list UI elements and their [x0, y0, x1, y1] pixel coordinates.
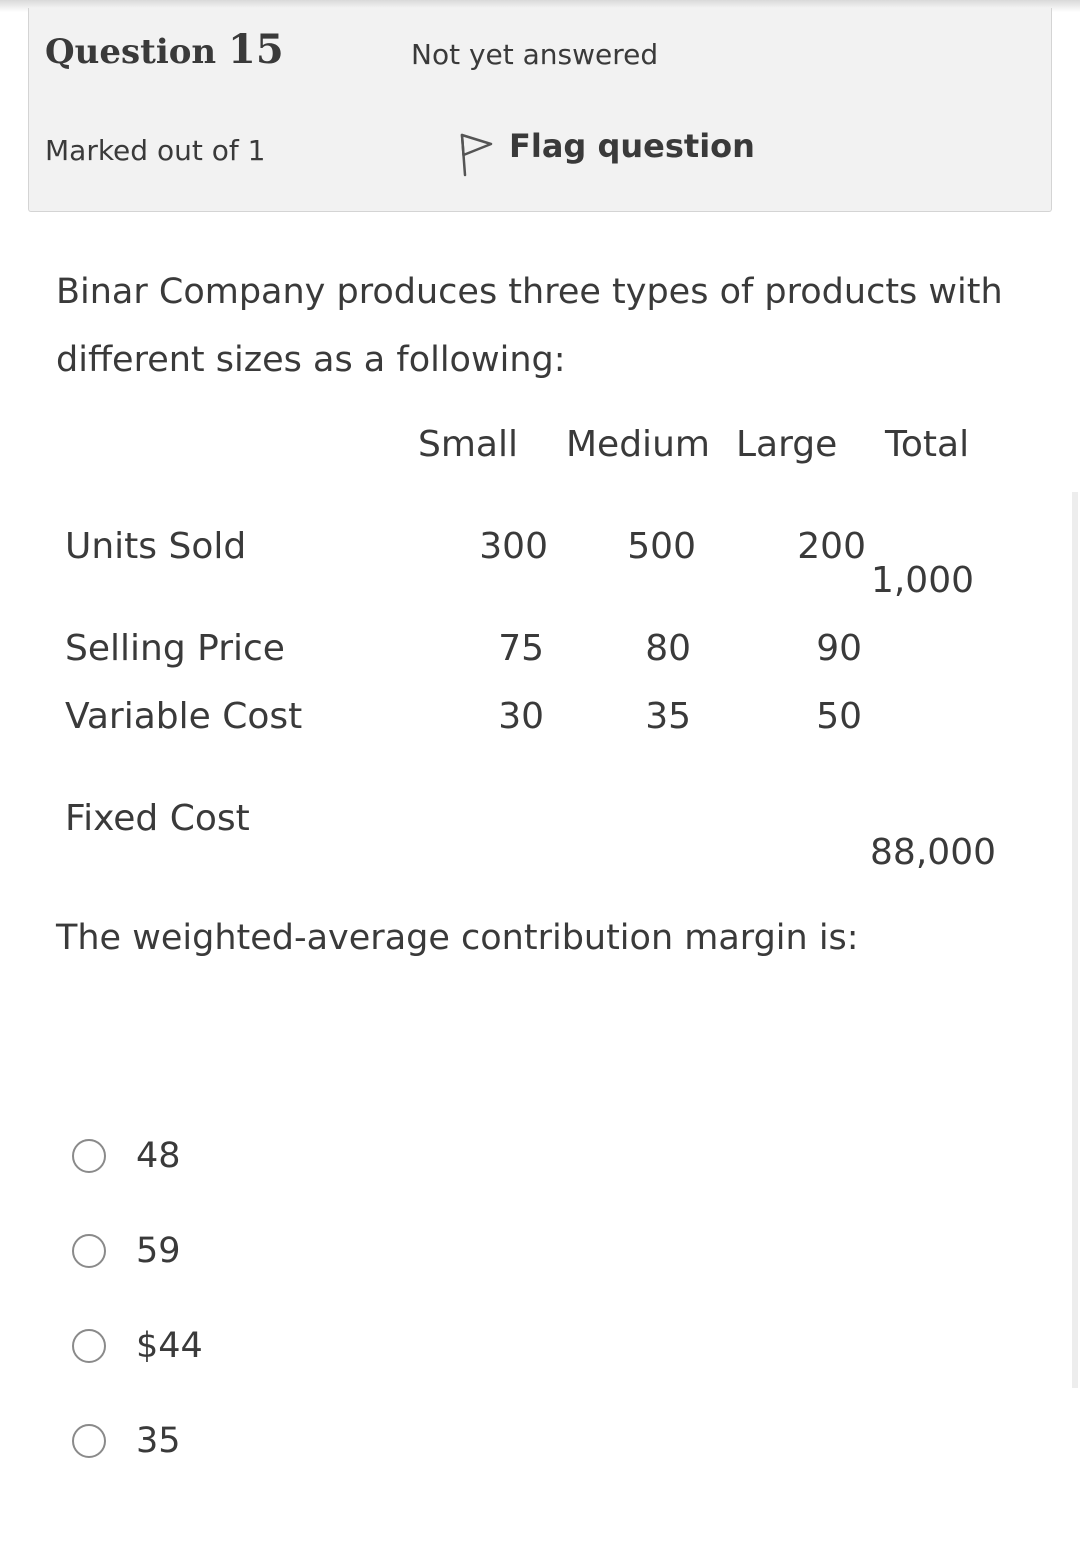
scrollbar[interactable] — [1072, 492, 1078, 1388]
flag-question-button[interactable]: Flag question — [457, 126, 755, 178]
units-sold-medium: 500 — [627, 526, 696, 567]
variable-cost-medium: 35 — [645, 696, 691, 737]
radio-button[interactable] — [72, 1424, 106, 1458]
header-small: Small — [418, 424, 518, 465]
row-label-selling-price: Selling Price — [65, 628, 285, 669]
question-number: 15 — [227, 26, 284, 73]
question-info-panel: Question 15 Not yet answered Marked out … — [28, 8, 1052, 212]
question-prompt: The weighted-average contribution margin… — [56, 918, 859, 958]
variable-cost-large: 50 — [816, 696, 862, 737]
units-sold-small: 300 — [479, 526, 548, 567]
answer-option-1[interactable]: 48 — [72, 1132, 203, 1180]
answer-option-4[interactable]: 35 — [72, 1417, 203, 1465]
selling-price-small: 75 — [498, 628, 544, 669]
variable-cost-small: 30 — [498, 696, 544, 737]
question-state: Not yet answered — [411, 38, 659, 71]
answer-label: $44 — [136, 1326, 203, 1366]
flag-question-label: Flag question — [509, 127, 755, 165]
units-sold-large: 200 — [797, 526, 866, 567]
answer-label: 59 — [136, 1231, 181, 1271]
flag-outline-icon — [460, 133, 493, 177]
question-label: Question — [45, 32, 217, 72]
answer-options: 48 59 $44 35 — [72, 1132, 203, 1512]
answer-option-3[interactable]: $44 — [72, 1322, 203, 1370]
answer-option-2[interactable]: 59 — [72, 1227, 203, 1275]
fixed-cost-total: 88,000 — [870, 832, 996, 873]
radio-button[interactable] — [72, 1234, 106, 1268]
selling-price-large: 90 — [816, 628, 862, 669]
radio-button[interactable] — [72, 1139, 106, 1173]
question-grade: Marked out of 1 — [45, 134, 266, 167]
header-total: Total — [885, 424, 970, 465]
answer-label: 48 — [136, 1136, 181, 1176]
question-title: Question 15 — [45, 26, 284, 73]
row-label-units-sold: Units Sold — [65, 526, 247, 567]
radio-button[interactable] — [72, 1329, 106, 1363]
header-medium: Medium — [566, 424, 710, 465]
row-label-fixed-cost: Fixed Cost — [65, 798, 250, 839]
answer-label: 35 — [136, 1421, 181, 1461]
row-label-variable-cost: Variable Cost — [65, 696, 303, 737]
header-large: Large — [736, 424, 838, 465]
selling-price-medium: 80 — [645, 628, 691, 669]
units-sold-total: 1,000 — [870, 560, 974, 601]
question-text: Binar Company produces three types of pr… — [56, 272, 1003, 380]
